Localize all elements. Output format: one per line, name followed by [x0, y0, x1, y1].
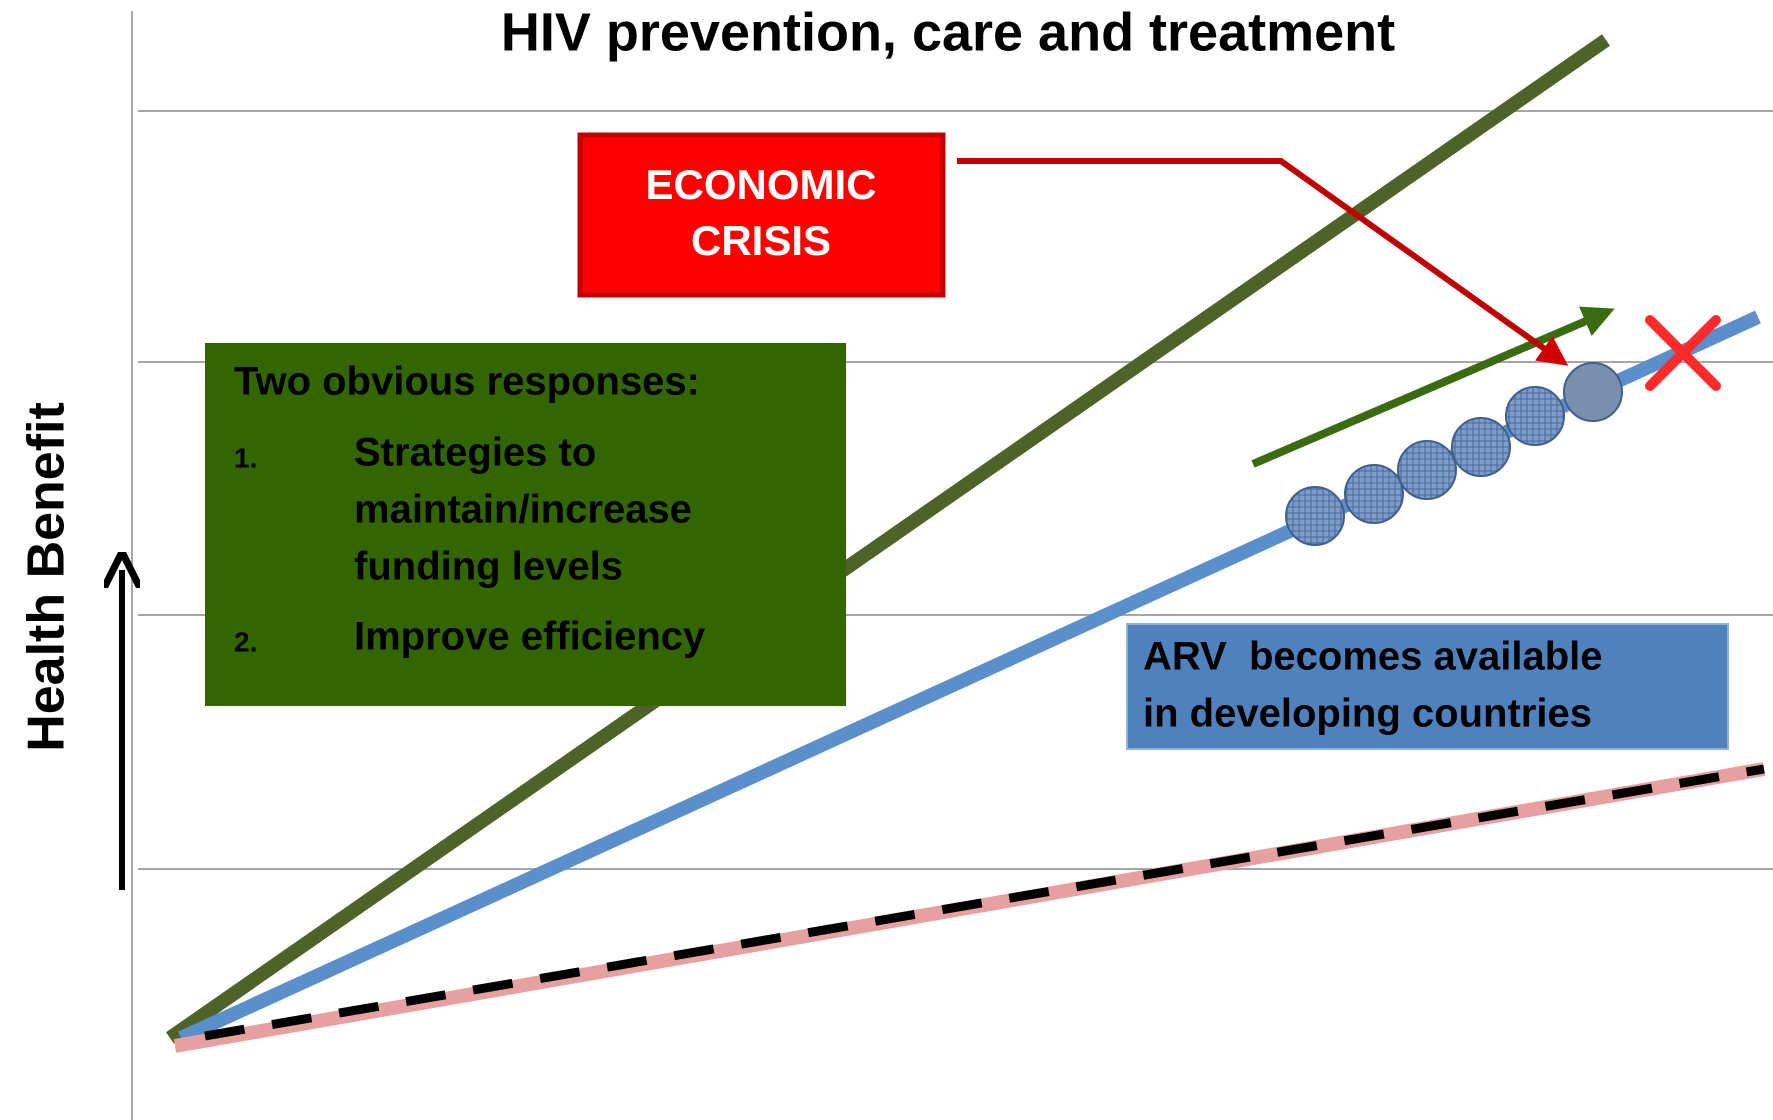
item-number: 2.	[234, 626, 257, 657]
responses-box	[205, 343, 846, 706]
crisis-text: CRISIS	[691, 217, 831, 264]
item-number: 1.	[234, 442, 257, 473]
item-text: Improve efficiency	[354, 615, 706, 659]
crisis-box	[577, 132, 946, 298]
item-text: maintain/increase	[354, 488, 692, 532]
circles	[1285, 362, 1623, 546]
dashed-line	[204, 764, 1765, 1041]
red-x	[1645, 315, 1721, 391]
arv-box	[1126, 623, 1729, 750]
arv-text: in developing countries	[1143, 692, 1592, 736]
red-arrow	[957, 158, 1569, 366]
crisis-text: ECONOMIC	[646, 161, 877, 208]
y-axis-label: Health Benefit	[18, 402, 76, 752]
green-line	[166, 34, 1610, 1044]
title: HIV prevention, care and treatment	[501, 2, 1395, 62]
arv-text: ARV becomes available	[1143, 635, 1603, 679]
item-text: funding levels	[354, 545, 623, 589]
responses-title: Two obvious responses:	[234, 360, 700, 404]
item-text: Strategies to	[354, 431, 596, 475]
